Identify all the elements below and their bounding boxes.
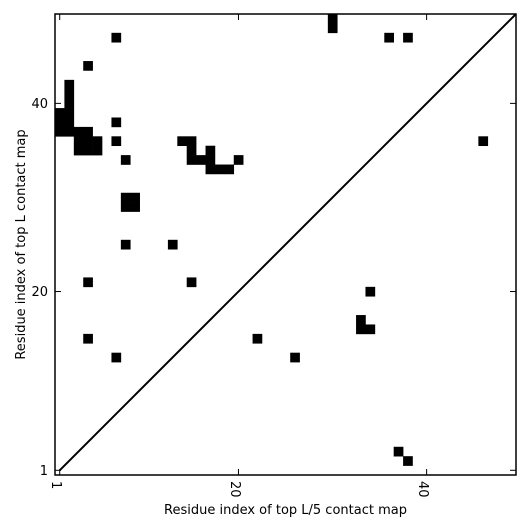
x-tick-label: 1 <box>48 481 63 489</box>
y-tick-label: 1 <box>40 464 48 479</box>
contact-cell <box>384 32 394 43</box>
contact-cell <box>186 145 197 156</box>
contact-cell <box>55 126 65 137</box>
contact-cell <box>83 333 93 344</box>
contact-cell <box>64 108 75 118</box>
contact-cell <box>64 126 75 137</box>
contact-cell <box>478 136 489 147</box>
contact-cell <box>92 136 103 147</box>
contact-cell <box>327 14 338 24</box>
contact-cell <box>403 456 413 466</box>
contact-cell <box>130 202 140 212</box>
contact-cell <box>224 164 235 175</box>
contact-cell <box>111 352 122 363</box>
contact-cell <box>92 145 103 156</box>
y-axis-label: Residue index of top L contact map <box>14 129 29 359</box>
contact-cell <box>186 155 197 165</box>
contact-cell <box>186 136 197 147</box>
x-axis-label: Residue index of top L/5 contact map <box>164 503 407 518</box>
contact-cell <box>120 202 131 212</box>
contact-cell <box>111 32 122 43</box>
contact-cell <box>83 61 93 71</box>
contact-cell <box>130 192 140 203</box>
contact-cell <box>83 145 93 156</box>
contact-cell <box>64 98 75 109</box>
contact-cell <box>177 136 188 147</box>
plot-frame <box>54 13 517 476</box>
contact-cell <box>120 192 131 203</box>
contact-cell <box>55 117 65 128</box>
contact-cell <box>73 126 84 137</box>
contact-cell <box>233 155 244 165</box>
contact-cell <box>205 155 216 165</box>
contact-cell <box>167 239 178 250</box>
contact-cell <box>64 117 75 128</box>
contact-cell <box>120 239 131 250</box>
contact-cell <box>214 164 225 175</box>
contact-cell <box>252 333 263 344</box>
y-tick-label: 20 <box>31 285 48 300</box>
contact-cell <box>393 446 404 457</box>
contact-cell <box>64 79 75 90</box>
y-tick-label: 40 <box>31 97 48 112</box>
contact-cell <box>120 155 131 165</box>
contact-cell <box>365 324 376 335</box>
contact-cell <box>64 89 75 99</box>
contact-cell <box>196 155 206 165</box>
contact-cell <box>403 32 413 43</box>
diagonal-line <box>58 13 517 472</box>
contact-cell <box>205 145 216 156</box>
contact-cell <box>356 324 366 335</box>
contact-cell <box>83 277 93 288</box>
contact-cells <box>55 14 489 466</box>
x-tick-label: 40 <box>415 481 430 498</box>
x-tick-label: 20 <box>227 481 242 498</box>
contact-cell <box>205 164 216 175</box>
contact-cell <box>83 136 93 147</box>
contact-cell <box>290 352 300 363</box>
contact-cell <box>83 126 93 137</box>
contact-cell <box>73 136 84 147</box>
contact-cell <box>73 145 84 156</box>
contact-cell <box>365 286 376 297</box>
contact-cell <box>111 117 122 128</box>
axis-ticks: 1 20 40 1 20 40 <box>31 14 516 498</box>
contact-cell <box>55 108 65 118</box>
contact-cell <box>327 23 338 34</box>
contact-cell <box>186 277 197 288</box>
contact-cell <box>356 315 366 325</box>
contact-cell <box>111 136 122 147</box>
